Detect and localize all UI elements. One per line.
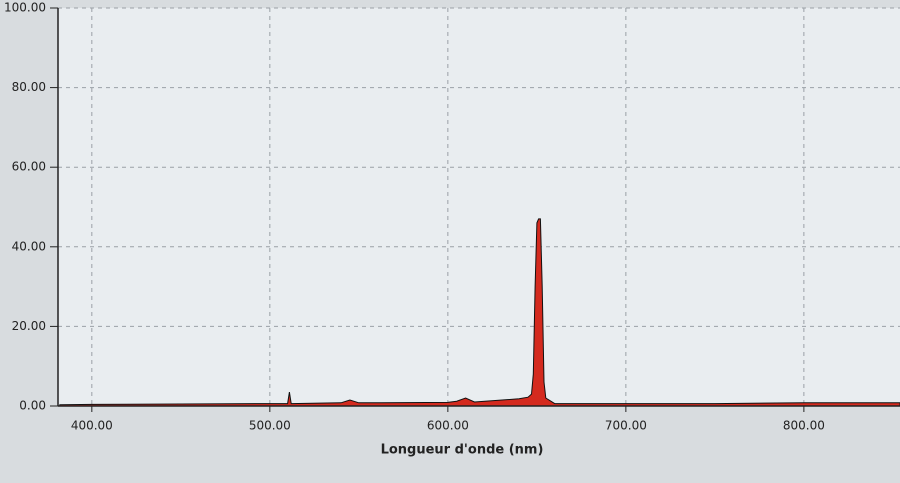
y-tick-label: 20.00 [12, 319, 46, 333]
y-tick-label: 60.00 [12, 160, 46, 174]
x-tick-label: 700.00 [605, 419, 647, 433]
x-tick-label: 800.00 [783, 419, 825, 433]
y-tick-label: 0.00 [19, 399, 46, 413]
y-tick-label: 100.00 [4, 1, 46, 15]
x-tick-label: 500.00 [249, 419, 291, 433]
y-tick-label: 80.00 [12, 80, 46, 94]
y-tick-label: 40.00 [12, 239, 46, 253]
x-tick-label: 400.00 [71, 419, 113, 433]
x-tick-label: 600.00 [427, 419, 469, 433]
x-axis-title: Longueur d'onde (nm) [381, 443, 544, 458]
spectrum-area [59, 218, 900, 407]
plot-area [58, 8, 900, 406]
